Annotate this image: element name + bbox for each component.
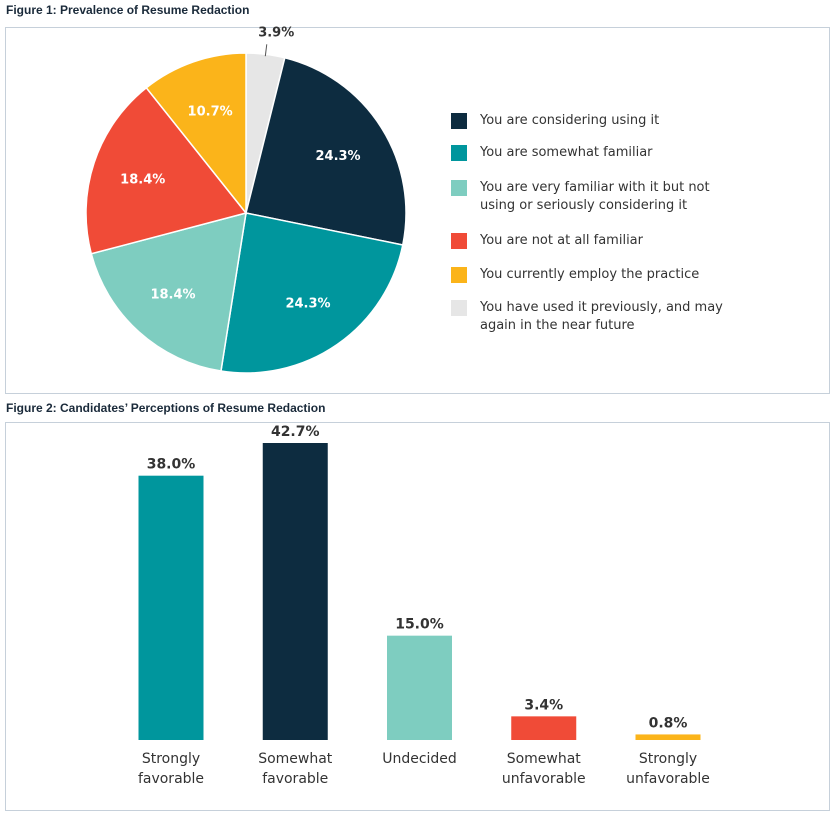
leader-line xyxy=(264,44,268,57)
chart-title: Figure 1: Prevalence of Resume Redaction xyxy=(6,3,250,17)
x-tick-label: Strongly unfavorable xyxy=(626,751,710,787)
legend-swatch xyxy=(451,145,467,161)
data-label: 18.4% xyxy=(120,173,165,188)
x-tick-label: Strongly favorable xyxy=(137,751,205,787)
data-label: 38.0% xyxy=(147,457,196,473)
legend-swatch xyxy=(451,113,467,129)
pie-slice xyxy=(145,52,247,216)
chart-frame xyxy=(5,422,830,811)
legend-label: You are not at all familiar xyxy=(480,233,643,248)
legend-label: You are somewhat familiar xyxy=(480,145,653,160)
bar xyxy=(387,635,452,740)
bar xyxy=(138,475,204,740)
x-tick-label: Somewhat favorable xyxy=(258,751,333,787)
data-label: 42.7% xyxy=(271,424,320,440)
bar xyxy=(635,734,701,740)
pie-slice xyxy=(85,86,248,255)
legend-label: You are considering using it xyxy=(480,113,660,128)
x-tick-label: Undecided xyxy=(382,751,457,767)
chart-title: Figure 2: Candidates’ Perceptions of Res… xyxy=(6,401,326,415)
legend-label: You currently employ the practice xyxy=(480,267,700,282)
data-label: 24.3% xyxy=(315,149,360,164)
bar xyxy=(262,443,328,740)
legend-swatch xyxy=(451,180,467,196)
pie-slice xyxy=(90,211,247,372)
legend-label: You have used it previously, and may aga… xyxy=(480,300,723,333)
data-label: 10.7% xyxy=(188,104,233,119)
data-label: 15.0% xyxy=(395,617,444,633)
x-tick-label: Somewhat unfavorable xyxy=(501,751,586,787)
legend-swatch xyxy=(451,300,467,316)
bar xyxy=(511,716,577,740)
chart-frame xyxy=(5,27,830,394)
pie-slice xyxy=(220,212,404,374)
data-label: 3.4% xyxy=(524,697,563,713)
legend-label: You are very familiar with it but not us… xyxy=(480,180,710,213)
data-label: 24.3% xyxy=(285,296,330,311)
data-label: 18.4% xyxy=(150,288,195,303)
data-label: 0.8% xyxy=(649,715,688,731)
legend-swatch xyxy=(451,233,467,249)
legend-swatch xyxy=(451,267,467,283)
pie-slice xyxy=(245,56,407,246)
data-label: 3.9% xyxy=(258,25,294,40)
